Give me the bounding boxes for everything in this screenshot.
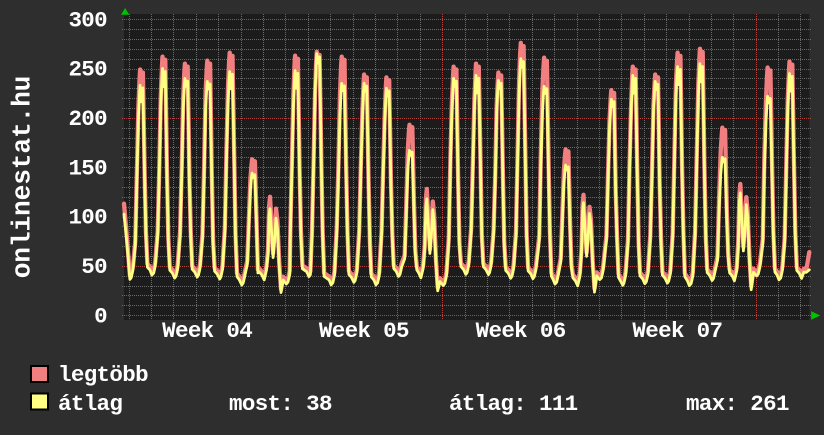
svg-text:300: 300 [68,7,107,33]
svg-text:Week 04: Week 04 [162,318,252,344]
svg-text:átlag: átlag [58,391,122,417]
svg-text:max: 261: max: 261 [686,391,789,417]
svg-text:most: 38: most: 38 [229,391,332,417]
svg-text:0: 0 [94,303,107,329]
svg-text:100: 100 [68,205,107,231]
svg-text:Week 05: Week 05 [319,318,409,344]
svg-text:200: 200 [68,106,107,132]
svg-text:legtöbb: legtöbb [58,362,148,388]
svg-text:250: 250 [68,57,107,83]
svg-text:Week 07: Week 07 [632,318,722,344]
svg-text:50: 50 [81,254,107,280]
svg-text:Week 06: Week 06 [476,318,566,344]
svg-text:átlag: 111: átlag: 111 [449,391,578,417]
svg-text:onlinestat.hu: onlinestat.hu [8,76,38,279]
svg-text:150: 150 [68,155,107,181]
